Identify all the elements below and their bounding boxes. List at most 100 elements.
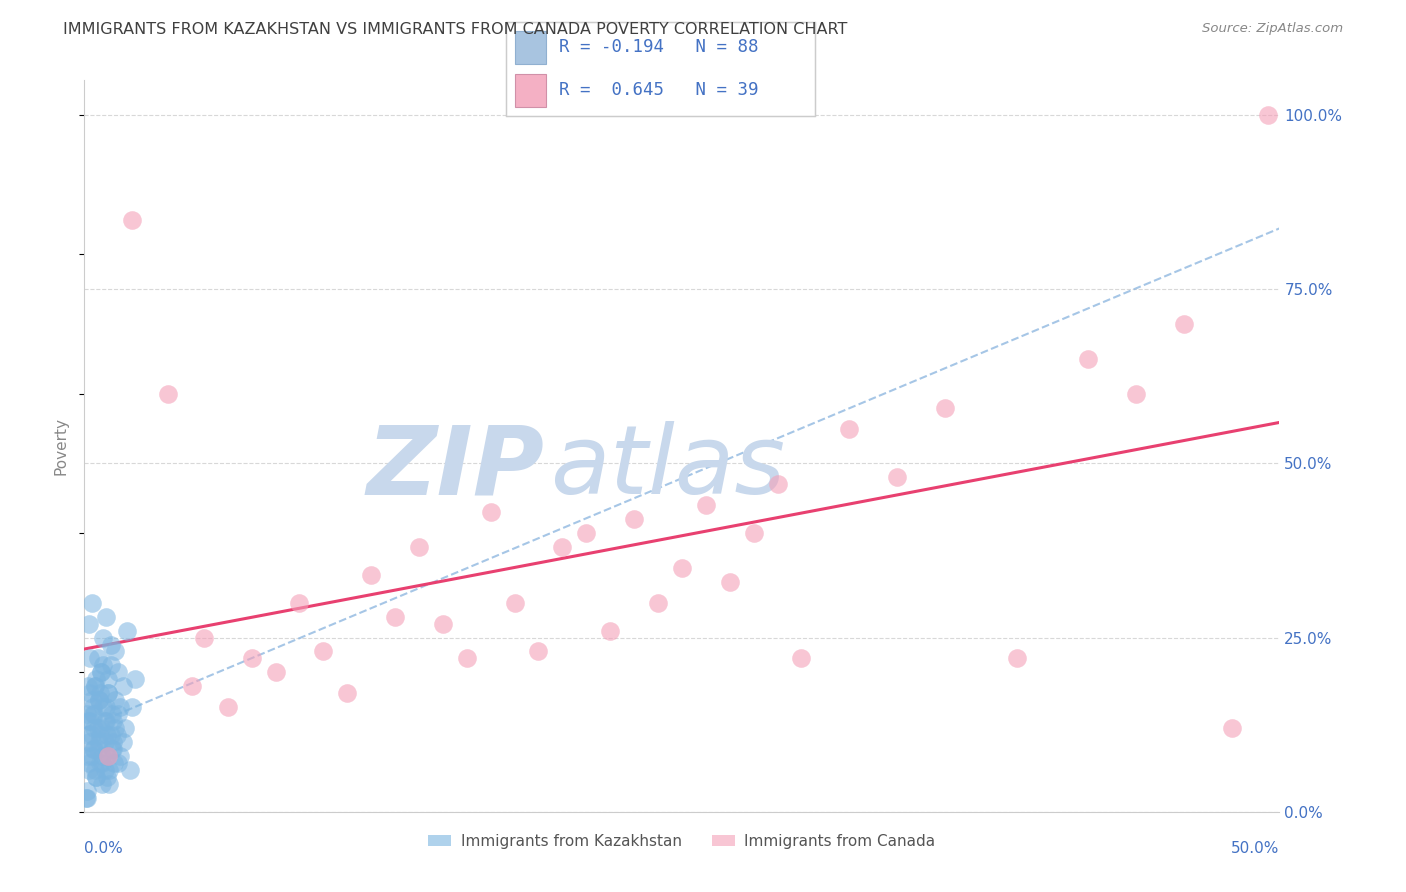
Point — [77, 756, 100, 770]
Point — [87, 693, 110, 707]
Point — [86, 742, 108, 756]
Point — [100, 728, 122, 742]
Point — [86, 770, 108, 784]
Point — [288, 596, 311, 610]
Point — [110, 700, 132, 714]
Point — [89, 756, 111, 770]
Point — [111, 735, 134, 749]
Text: IMMIGRANTS FROM KAZAKHSTAN VS IMMIGRANTS FROM CANADA POVERTY CORRELATION CHART: IMMIGRANTS FROM KAZAKHSTAN VS IMMIGRANTS… — [63, 22, 848, 37]
Point — [77, 735, 100, 749]
Point — [87, 693, 110, 707]
Point — [89, 728, 111, 742]
Text: R =  0.645   N = 39: R = 0.645 N = 39 — [558, 81, 758, 99]
Point — [77, 714, 100, 728]
Point — [934, 401, 956, 415]
Point — [77, 616, 100, 631]
Point — [94, 714, 117, 728]
Point — [96, 749, 118, 764]
Point — [121, 212, 143, 227]
Text: atlas: atlas — [551, 421, 786, 515]
Point — [527, 644, 550, 658]
Point — [110, 749, 132, 764]
Point — [98, 777, 121, 791]
Point — [766, 477, 789, 491]
Point — [77, 763, 100, 777]
Point — [1005, 651, 1028, 665]
Point — [94, 609, 117, 624]
Point — [100, 638, 122, 652]
Point — [336, 686, 359, 700]
Point — [193, 631, 215, 645]
Point — [575, 526, 598, 541]
Point — [82, 707, 104, 722]
Point — [551, 540, 574, 554]
Point — [93, 714, 115, 728]
Bar — [516, 74, 547, 107]
Point — [80, 728, 103, 742]
Y-axis label: Poverty: Poverty — [53, 417, 69, 475]
Point — [75, 790, 97, 805]
Point — [86, 770, 108, 784]
Point — [83, 742, 105, 756]
Legend: Immigrants from Kazakhstan, Immigrants from Canada: Immigrants from Kazakhstan, Immigrants f… — [422, 828, 942, 855]
Point — [671, 561, 693, 575]
Point — [101, 735, 124, 749]
Point — [456, 651, 478, 665]
Point — [103, 756, 125, 770]
Point — [87, 735, 110, 749]
Point — [117, 624, 139, 638]
Point — [93, 763, 115, 777]
Point — [384, 609, 406, 624]
Point — [90, 721, 112, 735]
Point — [118, 763, 141, 777]
Point — [124, 673, 146, 687]
Point — [97, 686, 120, 700]
Point — [91, 756, 114, 770]
Point — [97, 673, 120, 687]
Point — [86, 673, 108, 687]
Point — [718, 574, 741, 589]
Text: R = -0.194   N = 88: R = -0.194 N = 88 — [558, 37, 758, 55]
Point — [104, 644, 127, 658]
Point — [647, 596, 669, 610]
Point — [90, 665, 112, 680]
Point — [838, 421, 860, 435]
Point — [114, 721, 136, 735]
Point — [80, 693, 103, 707]
Point — [77, 728, 100, 742]
Point — [101, 742, 124, 756]
Point — [886, 470, 908, 484]
Point — [101, 742, 124, 756]
Point — [503, 596, 526, 610]
Point — [83, 721, 105, 735]
Point — [1173, 317, 1195, 331]
Point — [217, 700, 239, 714]
Point — [84, 679, 107, 693]
Point — [86, 721, 108, 735]
Point — [79, 686, 101, 700]
Point — [79, 714, 101, 728]
Point — [312, 644, 335, 658]
Text: 50.0%: 50.0% — [1232, 841, 1279, 856]
Point — [599, 624, 621, 638]
Point — [1220, 721, 1243, 735]
Point — [105, 728, 128, 742]
Point — [79, 651, 101, 665]
Text: ZIP: ZIP — [367, 421, 544, 515]
Text: 0.0%: 0.0% — [84, 841, 124, 856]
Point — [107, 756, 129, 770]
Point — [264, 665, 287, 680]
Point — [790, 651, 813, 665]
Point — [84, 679, 107, 693]
Point — [432, 616, 454, 631]
Point — [82, 700, 104, 714]
Point — [93, 631, 115, 645]
Point — [107, 707, 129, 722]
Point — [76, 790, 98, 805]
Point — [479, 505, 502, 519]
Point — [94, 700, 117, 714]
Point — [97, 749, 120, 764]
Point — [104, 721, 127, 735]
Point — [360, 567, 382, 582]
Point — [111, 679, 134, 693]
